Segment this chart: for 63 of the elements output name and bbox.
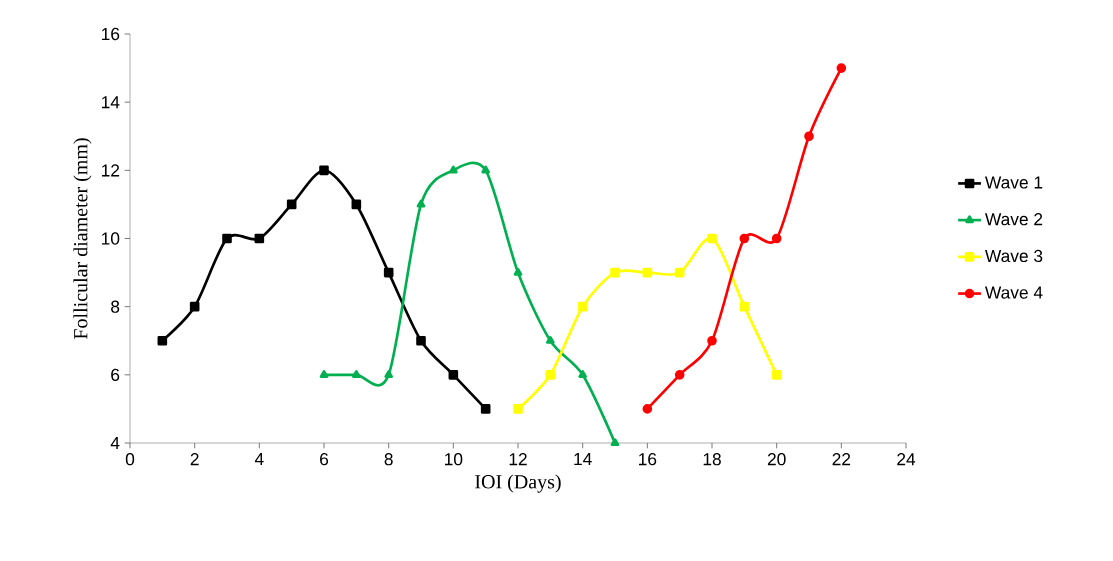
x-tick-label: 6 <box>320 453 329 466</box>
point <box>513 267 523 276</box>
point <box>513 404 523 414</box>
legend-label: Wave 4 <box>985 286 1043 299</box>
point <box>416 335 426 346</box>
point <box>254 233 265 244</box>
x-tick-label: 12 <box>509 453 527 466</box>
point <box>286 199 297 210</box>
point <box>416 199 426 208</box>
point <box>448 370 459 380</box>
point <box>739 301 750 312</box>
x-tick-label: 18 <box>703 453 721 466</box>
point <box>836 63 847 73</box>
point <box>546 335 555 344</box>
point <box>804 131 814 142</box>
point <box>319 370 329 378</box>
legend-label: Wave 3 <box>985 249 1043 263</box>
point <box>578 370 588 378</box>
point <box>577 301 588 312</box>
y-tick-label: 12 <box>102 164 120 177</box>
point <box>481 165 491 174</box>
point <box>222 233 232 244</box>
point <box>771 370 782 380</box>
y-tick-label: 8 <box>111 300 120 313</box>
y-tick-label: 10 <box>102 232 120 245</box>
point <box>352 370 361 378</box>
point <box>674 267 685 278</box>
x-tick-label: 8 <box>384 453 393 466</box>
point <box>642 267 653 278</box>
point <box>642 404 653 414</box>
point <box>480 404 491 414</box>
point <box>707 335 717 346</box>
point <box>707 233 717 244</box>
point <box>771 233 782 244</box>
y-axis-title: Follicular diameter (mm) <box>73 138 92 339</box>
point <box>189 301 200 312</box>
x-tick-label: 2 <box>190 453 199 466</box>
point <box>157 335 168 346</box>
point <box>610 438 620 447</box>
x-tick-label: 22 <box>832 453 851 466</box>
legend-label: Wave 2 <box>985 213 1043 226</box>
y-tick-label: 14 <box>102 96 120 109</box>
point <box>384 370 394 378</box>
legend-label: Wave 1 <box>985 176 1043 189</box>
x-tick-label: 0 <box>125 453 135 466</box>
point <box>739 233 750 244</box>
x-tick-label: 14 <box>574 453 592 465</box>
x-tick-label: 4 <box>254 453 264 465</box>
x-tick-label: 24 <box>897 453 916 466</box>
y-tick-label: 6 <box>111 368 120 381</box>
x-axis-title: IOI (Days) <box>475 474 561 493</box>
point <box>545 370 556 380</box>
point <box>319 165 329 176</box>
y-tick-label: 16 <box>102 27 120 41</box>
point <box>674 370 685 380</box>
point <box>383 267 394 278</box>
point <box>448 165 458 174</box>
x-tick-label: 16 <box>639 453 657 466</box>
x-tick-label: 20 <box>767 453 786 466</box>
y-tick-label: 4 <box>110 437 120 449</box>
point <box>351 199 362 210</box>
x-tick-label: 10 <box>445 453 463 466</box>
point <box>610 267 620 278</box>
